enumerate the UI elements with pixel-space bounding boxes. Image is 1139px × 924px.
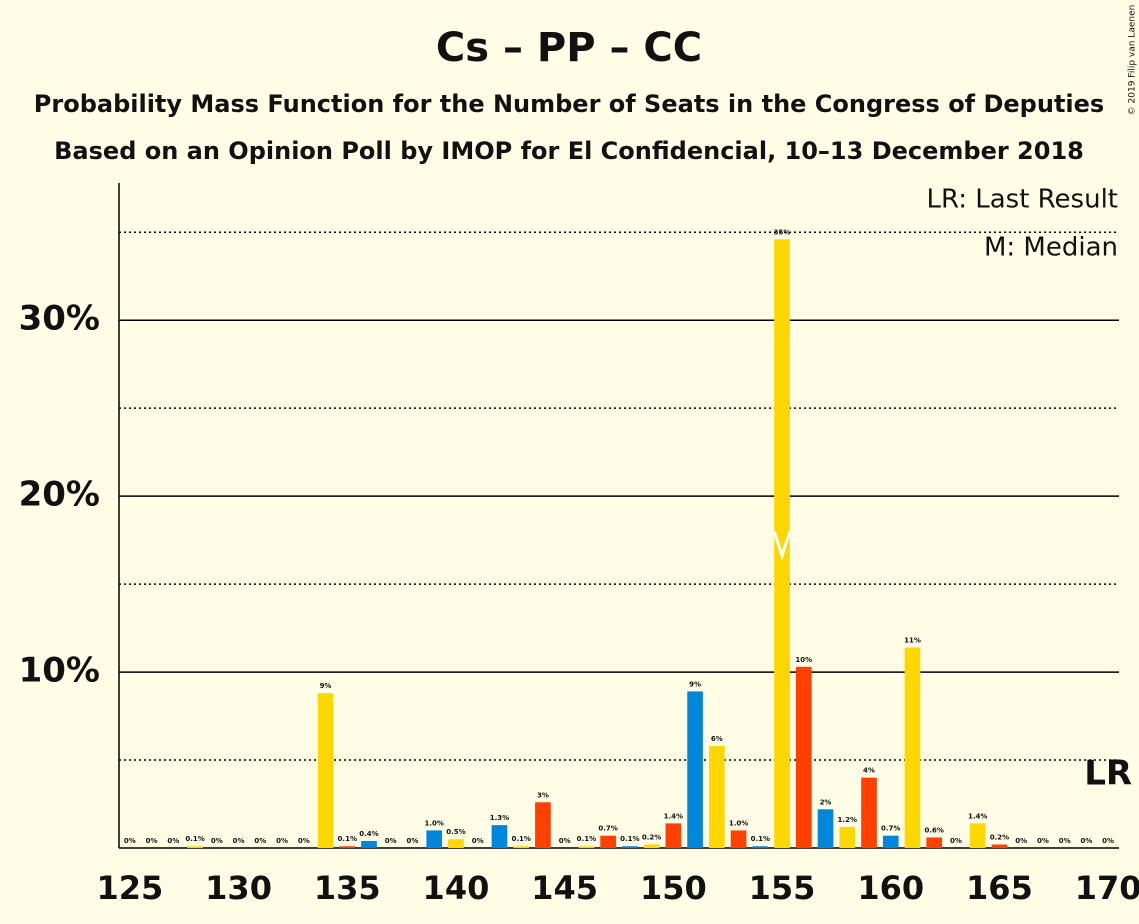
- median-marker: [772, 531, 792, 561]
- bar: [795, 666, 812, 848]
- value-label: 0.6%: [925, 826, 944, 834]
- value-label: 0.4%: [359, 830, 378, 838]
- bar: [817, 809, 834, 848]
- value-label: 0%: [276, 837, 288, 845]
- value-label: 0%: [950, 837, 962, 845]
- bar: [317, 693, 334, 848]
- value-label: 6%: [711, 735, 723, 743]
- value-label: 0%: [559, 837, 571, 845]
- value-label: 0%: [233, 837, 245, 845]
- value-label: 0%: [167, 837, 179, 845]
- x-tick-label: 130: [205, 869, 272, 907]
- value-label: 0%: [472, 837, 484, 845]
- value-label: 1.4%: [968, 812, 987, 820]
- x-tick-label: 170: [1075, 869, 1139, 907]
- bar: [882, 835, 899, 848]
- value-label: 10%: [795, 656, 812, 664]
- value-label: 1.3%: [490, 814, 509, 822]
- x-tick-label: 150: [640, 869, 707, 907]
- bar: [709, 745, 725, 848]
- value-label: 9%: [320, 682, 332, 690]
- value-label: 0%: [1102, 837, 1114, 845]
- value-label: 0%: [1015, 837, 1027, 845]
- value-label: 35%: [774, 228, 791, 236]
- value-label: 1.0%: [425, 819, 444, 827]
- value-label: 0.1%: [577, 835, 596, 843]
- y-tick-label: 10%: [19, 651, 100, 691]
- bar: [969, 823, 986, 848]
- bar: [600, 835, 616, 848]
- value-label: 0%: [407, 837, 419, 845]
- y-tick-label: 30%: [19, 299, 100, 339]
- bar: [752, 846, 769, 848]
- value-label: 0.2%: [642, 833, 661, 841]
- bar: [687, 691, 703, 848]
- value-label: 0.7%: [881, 825, 900, 833]
- bar: [774, 239, 790, 849]
- last-result-label: LR: [1084, 754, 1132, 794]
- value-label: 2%: [820, 798, 832, 806]
- bar: [839, 826, 856, 848]
- x-tick-label: 165: [966, 869, 1033, 907]
- bar: [730, 830, 747, 848]
- value-label: 0%: [1037, 837, 1049, 845]
- chart-subtitle: Based on an Opinion Poll by IMOP for El …: [54, 137, 1084, 165]
- value-label: 1.0%: [729, 819, 748, 827]
- value-label: 0.1%: [185, 835, 204, 843]
- value-label: 0%: [211, 837, 223, 845]
- copyright: © 2019 Filip van Laenen: [1128, 5, 1138, 116]
- x-tick-label: 135: [314, 869, 381, 907]
- bar: [578, 846, 595, 848]
- value-label: 1.2%: [838, 816, 857, 824]
- x-tick-label: 125: [96, 869, 163, 907]
- bar: [535, 802, 551, 848]
- chart-title: Cs – PP – CC: [436, 25, 702, 71]
- value-label: 9%: [689, 680, 701, 688]
- bar: [861, 777, 877, 848]
- value-label: 0.1%: [620, 835, 639, 843]
- value-label: 0%: [1059, 837, 1071, 845]
- x-tick-label: 155: [749, 869, 816, 907]
- bar: [491, 825, 508, 848]
- x-tick-label: 140: [423, 869, 490, 907]
- value-label: 11%: [904, 636, 921, 644]
- bar: [426, 830, 443, 848]
- value-label: 0.2%: [990, 833, 1009, 841]
- value-label: 0%: [254, 837, 266, 845]
- bar: [622, 846, 638, 848]
- x-tick-label: 160: [857, 869, 924, 907]
- y-tick-label: 20%: [19, 475, 100, 515]
- x-tick-label: 145: [531, 869, 598, 907]
- value-label: 0%: [124, 837, 136, 845]
- value-label: 0.1%: [751, 835, 770, 843]
- value-label: 0%: [1080, 837, 1092, 845]
- bar: [643, 844, 660, 848]
- value-label: 3%: [537, 791, 549, 799]
- bar: [361, 840, 377, 848]
- legend-entry: M: Median: [984, 233, 1118, 263]
- value-label: 0%: [146, 837, 158, 845]
- bar: [339, 846, 356, 848]
- bar: [187, 846, 203, 848]
- bar: [513, 846, 529, 848]
- value-label: 0.1%: [338, 835, 357, 843]
- bar: [904, 647, 921, 848]
- value-label: 0%: [385, 837, 397, 845]
- value-label: 1.4%: [664, 812, 683, 820]
- value-label: 4%: [863, 767, 875, 775]
- chart-subtitle: Probability Mass Function for the Number…: [34, 90, 1104, 118]
- value-label: 0%: [298, 837, 310, 845]
- bar: [665, 823, 682, 848]
- bar: [991, 844, 1008, 848]
- bar: [448, 839, 464, 848]
- value-label: 0.5%: [446, 828, 465, 836]
- value-label: 0.1%: [511, 835, 530, 843]
- legend-entry: LR: Last Result: [926, 185, 1118, 215]
- value-label: 0.7%: [598, 825, 617, 833]
- bar: [926, 837, 943, 848]
